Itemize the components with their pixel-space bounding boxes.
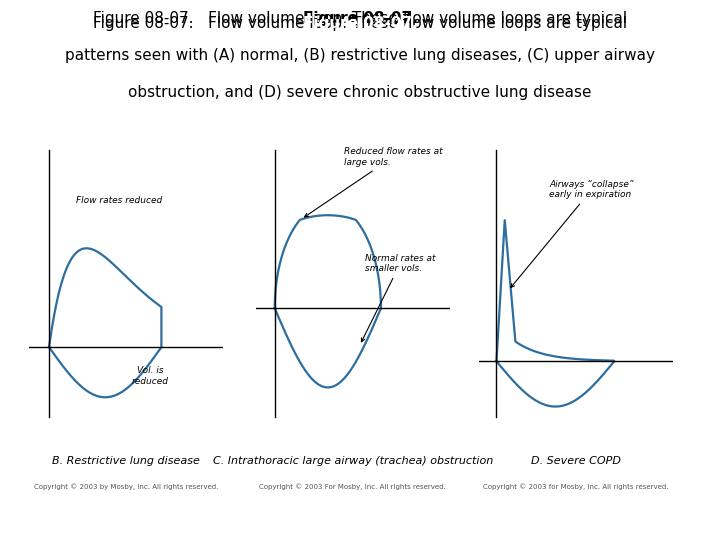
Text: Vol. is
reduced: Vol. is reduced [132, 366, 168, 386]
Text: D. Severe COPD: D. Severe COPD [531, 456, 621, 467]
Text: Figure 08-07.   Flow volume loop. These flow volume loops are typical: Figure 08-07. Flow volume loop. These fl… [93, 16, 627, 31]
Text: Airways “collapse”
early in expiration: Airways “collapse” early in expiration [510, 180, 634, 287]
Text: Figure 08-07.: Figure 08-07. [302, 10, 418, 25]
Text: Copyright © 2003 For Mosby, Inc. All rights reserved.: Copyright © 2003 For Mosby, Inc. All rig… [259, 483, 446, 490]
Text: Flow rates reduced: Flow rates reduced [76, 196, 162, 205]
Text: patterns seen with (A) normal, (B) restrictive lung diseases, (C) upper airway: patterns seen with (A) normal, (B) restr… [65, 49, 655, 64]
Text: Copyright © 2003 for Mosby, Inc. All rights reserved.: Copyright © 2003 for Mosby, Inc. All rig… [483, 483, 669, 490]
Text: B. Restrictive lung disease: B. Restrictive lung disease [52, 456, 200, 467]
Text: Figure 08-07.   Flow volume loop. These flow volume loops are typical: Figure 08-07. Flow volume loop. These fl… [93, 10, 627, 25]
Text: Reduced flow rates at
large vols.: Reduced flow rates at large vols. [305, 147, 442, 217]
Text: Figure 08-07.: Figure 08-07. [302, 16, 418, 31]
Text: obstruction, and (D) severe chronic obstructive lung disease: obstruction, and (D) severe chronic obst… [128, 85, 592, 100]
Text: Normal rates at
smaller vols.: Normal rates at smaller vols. [361, 254, 436, 342]
Text: C. Intrathoracic large airway (trachea) obstruction: C. Intrathoracic large airway (trachea) … [212, 456, 493, 467]
Text: Copyright © 2003 by Mosby, Inc. All rights reserved.: Copyright © 2003 by Mosby, Inc. All righ… [34, 483, 218, 490]
